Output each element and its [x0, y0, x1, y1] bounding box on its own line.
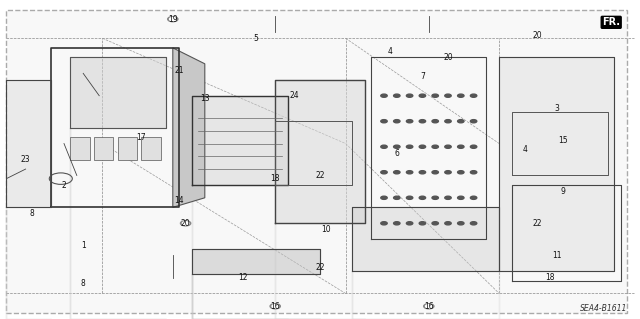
Circle shape: [458, 222, 464, 225]
Circle shape: [419, 171, 426, 174]
Circle shape: [424, 304, 434, 309]
Circle shape: [458, 94, 464, 97]
Text: 19: 19: [168, 15, 178, 24]
Circle shape: [406, 196, 413, 199]
Text: FR.: FR.: [602, 17, 620, 27]
Text: 18: 18: [546, 273, 555, 282]
Circle shape: [381, 171, 387, 174]
Text: 3: 3: [554, 104, 559, 113]
Circle shape: [470, 222, 477, 225]
Bar: [141, 137, 161, 160]
Circle shape: [406, 120, 413, 123]
Text: 21: 21: [175, 66, 184, 75]
Circle shape: [470, 171, 477, 174]
Text: 5: 5: [253, 34, 259, 43]
Circle shape: [394, 145, 400, 148]
Circle shape: [470, 196, 477, 199]
Circle shape: [432, 222, 438, 225]
Circle shape: [394, 94, 400, 97]
Bar: [94, 137, 113, 160]
Text: 17: 17: [136, 133, 146, 142]
Text: 16: 16: [270, 302, 280, 311]
Text: 7: 7: [420, 72, 425, 81]
Circle shape: [419, 196, 426, 199]
Text: 16: 16: [424, 302, 434, 311]
Text: 2: 2: [61, 181, 67, 189]
Text: 1: 1: [81, 241, 86, 250]
Circle shape: [470, 94, 477, 97]
Polygon shape: [173, 48, 205, 207]
Circle shape: [419, 94, 426, 97]
Circle shape: [180, 221, 191, 226]
Circle shape: [445, 94, 451, 97]
Circle shape: [445, 171, 451, 174]
Text: 15: 15: [558, 136, 568, 145]
Circle shape: [458, 145, 464, 148]
Circle shape: [445, 196, 451, 199]
Circle shape: [432, 94, 438, 97]
Circle shape: [419, 145, 426, 148]
Text: 11: 11: [552, 251, 561, 260]
Text: 9: 9: [561, 187, 566, 196]
Circle shape: [406, 171, 413, 174]
Text: 20: 20: [180, 219, 191, 228]
Bar: [118, 137, 137, 160]
Text: 22: 22: [316, 171, 324, 180]
Text: 22: 22: [533, 219, 542, 228]
Circle shape: [182, 222, 189, 225]
Circle shape: [394, 196, 400, 199]
Text: 10: 10: [321, 225, 332, 234]
Circle shape: [381, 196, 387, 199]
Circle shape: [426, 305, 432, 308]
Circle shape: [419, 222, 426, 225]
Circle shape: [470, 120, 477, 123]
Text: 14: 14: [174, 197, 184, 205]
Bar: [70, 137, 90, 160]
Circle shape: [272, 305, 278, 308]
Text: 8: 8: [81, 279, 86, 288]
Circle shape: [381, 145, 387, 148]
Text: 4: 4: [388, 47, 393, 56]
Circle shape: [394, 222, 400, 225]
Circle shape: [406, 145, 413, 148]
Text: 13: 13: [200, 94, 210, 103]
Text: 23: 23: [20, 155, 31, 164]
Text: 4: 4: [522, 145, 527, 154]
Circle shape: [458, 196, 464, 199]
Circle shape: [432, 171, 438, 174]
Text: 6: 6: [394, 149, 399, 158]
Circle shape: [445, 222, 451, 225]
Circle shape: [381, 222, 387, 225]
Circle shape: [270, 304, 280, 309]
Circle shape: [170, 18, 176, 21]
Text: SEA4-B1611: SEA4-B1611: [580, 304, 627, 313]
Circle shape: [445, 145, 451, 148]
Text: 18: 18: [271, 174, 280, 183]
Circle shape: [458, 120, 464, 123]
Circle shape: [168, 17, 178, 22]
Text: 12: 12: [239, 273, 248, 282]
Text: 20: 20: [443, 53, 453, 62]
Text: 8: 8: [29, 209, 35, 218]
Circle shape: [406, 94, 413, 97]
Circle shape: [381, 94, 387, 97]
Circle shape: [432, 145, 438, 148]
FancyBboxPatch shape: [6, 10, 627, 313]
Circle shape: [470, 145, 477, 148]
Circle shape: [381, 120, 387, 123]
Circle shape: [394, 171, 400, 174]
Circle shape: [432, 196, 438, 199]
Circle shape: [432, 120, 438, 123]
Circle shape: [419, 120, 426, 123]
Text: 22: 22: [316, 263, 324, 272]
Circle shape: [406, 222, 413, 225]
Text: 24: 24: [289, 91, 300, 100]
Text: 20: 20: [532, 31, 543, 40]
Circle shape: [458, 171, 464, 174]
Circle shape: [394, 120, 400, 123]
Circle shape: [445, 120, 451, 123]
